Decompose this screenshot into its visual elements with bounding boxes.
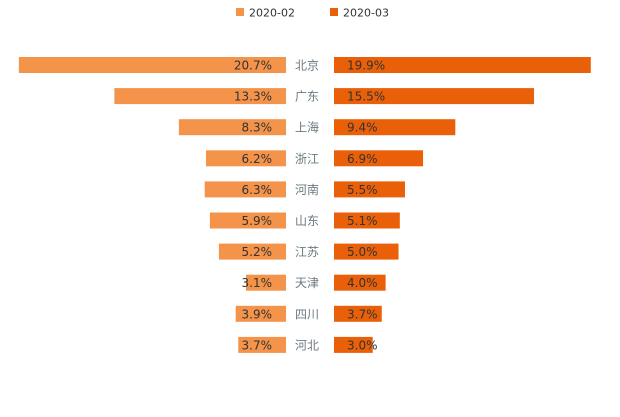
value-label-2020-02-上海: 8.3%: [242, 121, 273, 135]
category-label-四川: 四川: [295, 307, 319, 321]
category-label-山东: 山东: [295, 214, 319, 228]
value-label-2020-02-天津: 3.1%: [242, 276, 273, 290]
value-label-2020-02-浙江: 6.2%: [242, 152, 273, 166]
value-label-2020-03-四川: 3.7%: [347, 307, 378, 321]
category-label-河北: 河北: [295, 338, 319, 352]
category-label-江苏: 江苏: [295, 245, 319, 259]
bar-2020-03-北京: [334, 57, 591, 73]
bar-2020-02-河北: [238, 336, 286, 353]
legend-label-2020-03: 2020-03: [343, 7, 389, 20]
legend: 2020-02 2020-03: [236, 7, 389, 20]
value-label-2020-03-北京: 19.9%: [347, 59, 385, 73]
bar-2020-02-浙江: [205, 150, 286, 167]
value-label-2020-02-河北: 3.7%: [242, 338, 273, 352]
category-label-天津: 天津: [295, 276, 319, 290]
bar-2020-03-浙江: [334, 150, 424, 167]
bar-2020-02-河南: [204, 181, 286, 198]
category-label-北京: 北京: [295, 59, 319, 73]
bar-2020-02-四川: [235, 305, 286, 322]
legend-label-2020-02: 2020-02: [249, 7, 295, 20]
bar-2020-02-广东: [114, 88, 286, 105]
bar-2020-03-广东: [334, 88, 535, 105]
value-label-2020-03-山东: 5.1%: [347, 214, 378, 228]
category-label-浙江: 浙江: [295, 152, 319, 166]
value-label-2020-02-北京: 20.7%: [234, 59, 272, 73]
legend-swatch-2020-03: [330, 8, 338, 16]
value-label-2020-03-广东: 15.5%: [347, 90, 385, 104]
bar-2020-02-天津: [245, 274, 286, 291]
value-label-2020-02-山东: 5.9%: [242, 214, 273, 228]
legend-swatch-2020-02: [236, 8, 244, 16]
category-label-河南: 河南: [295, 182, 319, 197]
bar-2020-03-上海: [334, 119, 456, 136]
bar-2020-02-北京: [18, 57, 286, 73]
bar-2020-02-上海: [178, 119, 286, 136]
bar-2020-03-天津: [334, 274, 386, 291]
value-label-2020-02-江苏: 5.2%: [242, 245, 273, 259]
series-2020-03-bars: [334, 57, 591, 353]
value-label-2020-03-上海: 9.4%: [347, 121, 378, 135]
value-label-2020-03-河南: 5.5%: [347, 183, 378, 197]
value-label-2020-03-河北: 3.0%: [347, 338, 378, 352]
bar-2020-03-河南: [334, 181, 405, 198]
category-label-广东: 广东: [295, 90, 319, 104]
value-label-2020-03-江苏: 5.0%: [347, 245, 378, 259]
value-label-2020-02-河南: 6.3%: [242, 183, 273, 197]
value-labels: 20.7% 19.9% 13.3% 15.5% 8.3% 9.4% 6.2% 6.9% 6.3%…: [234, 59, 385, 353]
value-label-2020-02-广东: 13.3%: [234, 90, 272, 104]
bar-2020-02-山东: [209, 212, 286, 229]
bar-2020-03-河北: [334, 336, 373, 353]
category-label-上海: 上海: [295, 120, 319, 135]
bar-2020-02-江苏: [218, 243, 286, 260]
value-label-2020-03-天津: 4.0%: [347, 276, 378, 290]
value-label-2020-03-浙江: 6.9%: [347, 152, 378, 166]
value-label-2020-02-四川: 3.9%: [242, 307, 273, 321]
bar-2020-03-四川: [334, 305, 382, 322]
bar-2020-03-江苏: [334, 243, 399, 260]
bar-2020-03-山东: [334, 212, 400, 229]
series-2020-02-bars: [18, 57, 286, 353]
